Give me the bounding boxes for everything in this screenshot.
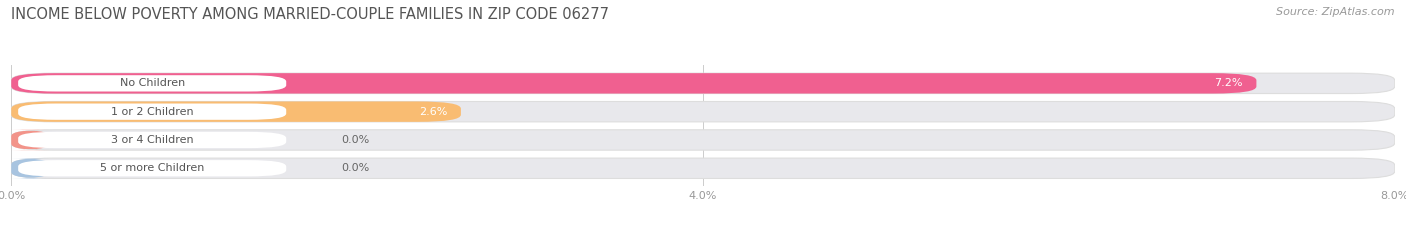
FancyBboxPatch shape: [11, 73, 1257, 93]
FancyBboxPatch shape: [18, 103, 287, 120]
FancyBboxPatch shape: [11, 158, 1395, 178]
Text: 0.0%: 0.0%: [342, 163, 370, 173]
FancyBboxPatch shape: [11, 73, 1395, 93]
FancyBboxPatch shape: [11, 158, 49, 178]
Text: 5 or more Children: 5 or more Children: [100, 163, 204, 173]
Text: 1 or 2 Children: 1 or 2 Children: [111, 107, 194, 117]
FancyBboxPatch shape: [18, 132, 287, 148]
FancyBboxPatch shape: [11, 102, 461, 122]
Text: 0.0%: 0.0%: [342, 135, 370, 145]
Text: No Children: No Children: [120, 78, 184, 88]
FancyBboxPatch shape: [18, 75, 287, 92]
FancyBboxPatch shape: [11, 130, 49, 150]
Text: 7.2%: 7.2%: [1213, 78, 1243, 88]
Text: 3 or 4 Children: 3 or 4 Children: [111, 135, 194, 145]
Text: Source: ZipAtlas.com: Source: ZipAtlas.com: [1277, 7, 1395, 17]
FancyBboxPatch shape: [11, 130, 1395, 150]
Text: INCOME BELOW POVERTY AMONG MARRIED-COUPLE FAMILIES IN ZIP CODE 06277: INCOME BELOW POVERTY AMONG MARRIED-COUPL…: [11, 7, 609, 22]
FancyBboxPatch shape: [11, 102, 1395, 122]
FancyBboxPatch shape: [18, 160, 287, 176]
Text: 2.6%: 2.6%: [419, 107, 447, 117]
